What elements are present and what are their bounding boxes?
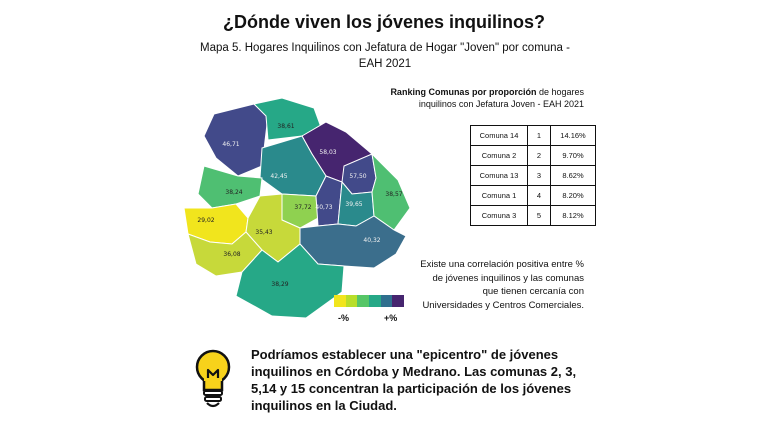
map-label-b: 38,61 (277, 123, 294, 130)
page-title: ¿Dónde viven los jóvenes inquilinos? (222, 12, 546, 32)
map-label-i: 39,65 (345, 201, 362, 208)
table-row: Comuna 14 1 14.16% (470, 125, 596, 146)
table-cell-pct: 8.62% (550, 165, 596, 186)
table-cell-comuna: Comuna 2 (470, 145, 528, 166)
map-label-l: 35,43 (255, 229, 272, 236)
correlation-note: Existe una correlación positiva entre % … (420, 259, 584, 311)
map-label-n: 40,32 (363, 237, 380, 244)
table-cell-rank: 2 (527, 145, 551, 166)
table-cell-comuna: Comuna 14 (470, 125, 528, 146)
color-legend (334, 295, 405, 307)
map-label-d: 57,50 (349, 173, 366, 180)
map-label-c: 58,03 (319, 149, 336, 156)
region-o (235, 243, 345, 319)
table-row: Comuna 1 4 8.20% (470, 185, 596, 206)
table-cell-pct: 8.20% (550, 185, 596, 206)
legend-swatch (380, 295, 393, 307)
map-label-m: 36,08 (223, 251, 240, 258)
ranking-table: Comuna 14 1 14.16% Comuna 2 2 9.70% Comu… (470, 125, 596, 226)
table-cell-rank: 4 (527, 185, 551, 206)
legend-swatch (357, 295, 370, 307)
table-cell-comuna: Comuna 1 (470, 185, 528, 206)
legend-min-label: -% (338, 313, 349, 323)
legend-max-label: +% (384, 313, 398, 323)
map-label-f: 38,24 (225, 189, 242, 196)
table-cell-comuna: Comuna 3 (470, 205, 528, 226)
map-label-j: 38,57 (385, 191, 402, 198)
table-row: Comuna 2 2 9.70% (470, 145, 596, 166)
table-cell-rank: 1 (527, 125, 551, 146)
comunas-map: 46,71 38,61 58,03 57,50 42,45 38,24 37,7… (183, 97, 411, 319)
ranking-title: Ranking Comunas por proporción de hogare… (390, 86, 584, 110)
table-cell-pct: 14.16% (550, 125, 596, 146)
legend-swatch (345, 295, 358, 307)
map-label-k: 29,02 (197, 217, 214, 224)
map-label-h: 40,73 (315, 204, 332, 211)
table-cell-comuna: Comuna 13 (470, 165, 528, 186)
map-label-g: 37,72 (294, 204, 311, 211)
region-f (197, 165, 263, 209)
table-cell-pct: 9.70% (550, 145, 596, 166)
conclusion-text: Podríamos establecer una "epicentro" de … (251, 347, 577, 413)
legend-swatch (369, 295, 381, 307)
table-cell-rank: 5 (527, 205, 551, 226)
ranking-title-rest: de hogares inquilinos con Jefatura Joven… (418, 87, 584, 109)
legend-swatch (392, 295, 405, 307)
table-cell-rank: 3 (527, 165, 551, 186)
table-row: Comuna 3 5 8.12% (470, 205, 596, 226)
table-cell-pct: 8.12% (550, 205, 596, 226)
map-label-e: 42,45 (270, 173, 287, 180)
table-row: Comuna 13 3 8.62% (470, 165, 596, 186)
map-label-o: 38,29 (271, 281, 288, 288)
map-subtitle: Mapa 5. Hogares Inquilinos con Jefatura … (200, 42, 570, 70)
map-label-a: 46,71 (222, 141, 239, 148)
region-a (203, 103, 269, 177)
lightbulb-icon (195, 349, 231, 408)
legend-swatch (334, 295, 346, 307)
ranking-title-bold: Ranking Comunas por proporción (390, 87, 537, 97)
